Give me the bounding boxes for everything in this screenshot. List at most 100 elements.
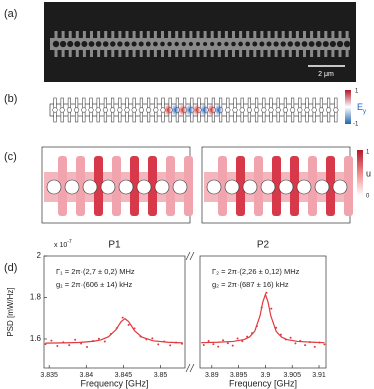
x-axis-label: Frequency [GHz]	[80, 378, 148, 388]
x-tick-label: 3.91	[312, 372, 326, 379]
y-axis-label: PSD [mW/Hz]	[6, 287, 15, 336]
hole	[102, 41, 109, 47]
data-point	[86, 346, 89, 349]
data-point	[270, 307, 273, 310]
tab	[344, 156, 353, 216]
field-lobe	[164, 104, 172, 116]
hole	[195, 41, 201, 47]
data-point	[68, 344, 71, 347]
hole	[336, 40, 344, 48]
data-point	[50, 339, 53, 342]
colorbar-label: u	[366, 168, 371, 178]
data-point	[80, 342, 83, 345]
hole	[88, 41, 95, 47]
hole	[117, 41, 123, 47]
hole	[74, 107, 80, 113]
hole	[301, 41, 308, 47]
hole	[273, 41, 279, 47]
x-tick-label: 3.895	[230, 372, 248, 379]
hole	[81, 41, 88, 47]
hole	[146, 107, 152, 113]
hole	[266, 41, 272, 47]
data-point	[97, 337, 100, 340]
hole	[238, 41, 243, 47]
hole	[154, 179, 170, 195]
hole	[308, 41, 315, 47]
hole	[239, 107, 245, 113]
nanobeam	[50, 31, 351, 57]
hole	[66, 107, 72, 113]
hole	[172, 179, 188, 195]
hole	[174, 41, 179, 47]
field-lobe	[207, 104, 216, 116]
field-lobe	[192, 104, 201, 116]
data-point	[202, 343, 205, 346]
hole	[311, 107, 317, 113]
fit-line	[45, 317, 183, 344]
field-lobe	[171, 104, 180, 116]
hole	[296, 179, 312, 195]
panel-label: (d)	[4, 262, 17, 274]
scale-bar-label: 2 μm	[318, 71, 334, 78]
hole	[315, 41, 322, 47]
colorbar-tick: 0	[366, 194, 370, 200]
tab	[218, 156, 227, 216]
hole	[294, 41, 301, 47]
data-point	[157, 343, 160, 346]
hole	[224, 41, 229, 47]
data-point	[169, 344, 172, 347]
data-point	[103, 340, 106, 343]
hole	[74, 40, 81, 48]
hole	[246, 107, 252, 113]
hole	[203, 41, 208, 47]
data-point	[127, 323, 130, 326]
hole	[59, 107, 65, 113]
hole	[242, 179, 258, 195]
hole	[297, 107, 303, 113]
annotation: Γ₂ = 2π·(2,26 ± 0,12) MHz	[212, 267, 300, 276]
hole	[217, 41, 222, 47]
tab	[76, 156, 85, 216]
hole	[100, 179, 116, 195]
tab	[290, 156, 299, 216]
hole	[326, 107, 332, 113]
data-point	[207, 340, 210, 343]
hole	[261, 107, 267, 113]
hole	[81, 107, 87, 113]
hole	[153, 41, 158, 47]
annotation: g₁ = 2π·(606 ± 14) kHz	[56, 280, 132, 289]
hole	[304, 107, 310, 113]
y-scale-exponent: -7	[67, 239, 72, 245]
tab	[236, 156, 245, 216]
tab	[166, 156, 175, 216]
mode-maps	[44, 156, 353, 216]
hole	[343, 40, 351, 48]
axis-break	[185, 251, 195, 373]
hole	[329, 40, 336, 48]
y-tick-label: 1.8	[30, 293, 42, 302]
hole	[118, 179, 134, 195]
hole	[290, 107, 296, 113]
x-tick-label: 3.845	[115, 372, 133, 379]
y-tick-label: 2	[37, 251, 42, 260]
hole	[131, 107, 137, 113]
tab	[112, 156, 121, 216]
hole	[280, 41, 286, 47]
hole	[88, 107, 94, 113]
data-point	[222, 339, 225, 342]
hole	[254, 107, 260, 113]
hole	[282, 107, 288, 113]
hole	[252, 41, 258, 47]
field-lobe	[214, 104, 223, 116]
data-point	[151, 337, 154, 340]
hole	[124, 41, 130, 47]
data-point	[323, 343, 326, 346]
hole	[160, 41, 165, 47]
hole	[131, 41, 137, 47]
hole	[153, 107, 159, 113]
hole	[117, 107, 123, 113]
hole	[259, 41, 265, 47]
tab	[184, 156, 193, 216]
hole	[231, 41, 236, 47]
